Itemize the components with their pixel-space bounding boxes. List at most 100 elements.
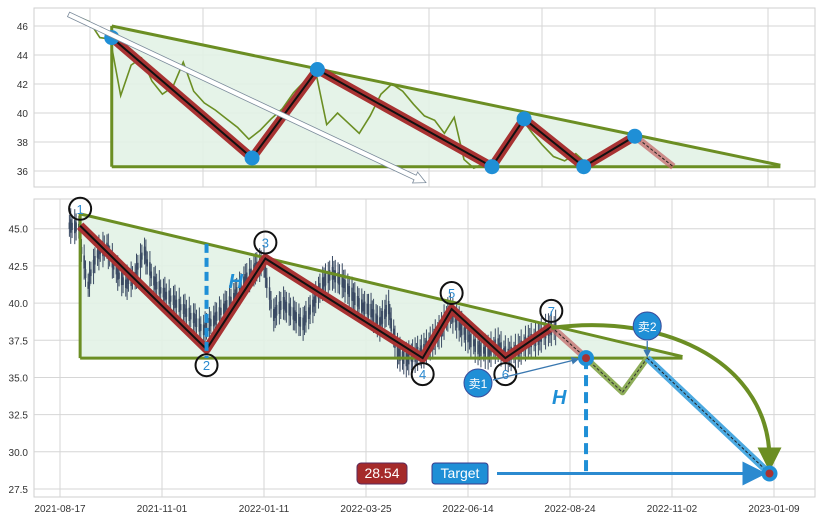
pivot-dot	[516, 111, 532, 127]
candle-body	[195, 318, 198, 328]
candle-body	[120, 271, 123, 286]
candle-body	[208, 317, 211, 332]
candle-body	[94, 256, 96, 265]
x-tick-label: 2022-06-14	[442, 504, 494, 515]
candle-body	[362, 302, 365, 312]
candle-body	[351, 287, 353, 301]
candle-body	[275, 304, 278, 316]
candle-body	[154, 276, 157, 290]
candle-body	[348, 286, 351, 297]
candle-body	[235, 287, 238, 297]
candle-body	[389, 312, 391, 321]
projection-arc	[551, 323, 782, 472]
candle-body	[293, 310, 296, 321]
candle-body	[194, 314, 196, 327]
pivot-label: 7	[548, 304, 555, 319]
candle-body	[149, 262, 151, 276]
candle-body	[309, 304, 311, 315]
candle-body	[284, 299, 286, 311]
candle-body	[205, 321, 208, 331]
candle-body	[162, 287, 165, 298]
candle-body	[198, 318, 201, 332]
candle-body	[230, 296, 232, 305]
candle-body	[270, 299, 272, 309]
candle-body	[354, 292, 356, 306]
candle-body	[75, 222, 77, 232]
candle-body	[224, 300, 227, 313]
y-tick-label: 38	[17, 138, 29, 149]
x-tick-label: 2021-08-17	[34, 504, 86, 515]
candle-body	[174, 295, 176, 309]
candle-body	[467, 329, 469, 343]
pivot-marker	[68, 196, 93, 221]
candle-body	[399, 347, 401, 361]
candle-body	[90, 269, 92, 277]
candle-body	[356, 296, 359, 307]
candle-body	[313, 296, 316, 307]
pivot-marker	[194, 353, 219, 378]
sell2-label: 卖2	[638, 320, 657, 334]
candle-body	[98, 245, 100, 260]
candle-body	[83, 255, 85, 269]
candle-body	[328, 270, 331, 281]
candle-body	[288, 303, 290, 316]
pivot-label: 4	[419, 367, 426, 382]
sell1-label: 卖1	[469, 377, 488, 391]
pivot-label: 2	[203, 358, 210, 373]
candle-body	[384, 309, 386, 319]
bottom-panel: 27.5 30.0 32.5 35.0 37.5 40.0 42.5 45.0 2021-08-…	[9, 196, 816, 515]
candle-body	[115, 266, 118, 275]
candle-body	[303, 315, 306, 326]
candle-body	[397, 348, 400, 357]
pivot-label: 5	[448, 286, 455, 301]
candle-body	[69, 219, 72, 233]
candle-body	[458, 317, 460, 331]
candle-body	[165, 291, 168, 300]
candle-body	[184, 304, 186, 318]
candle-body	[392, 328, 395, 339]
candle-body	[122, 277, 124, 285]
candle-body	[218, 307, 221, 321]
target-dot-core	[765, 469, 774, 478]
candle-body	[298, 313, 300, 326]
candle-body	[240, 281, 242, 290]
y-tick-label: 45.0	[9, 225, 29, 236]
candle-body	[234, 289, 237, 302]
sell2-marker	[632, 311, 662, 341]
candle-body	[268, 287, 271, 300]
candle-body	[71, 222, 73, 230]
candle-body	[372, 309, 375, 323]
candle-body	[279, 300, 282, 311]
candle-body	[172, 295, 175, 306]
candle-body	[135, 264, 138, 278]
candle-body	[390, 318, 392, 332]
pivot-marker	[539, 298, 564, 323]
candle-body	[68, 222, 71, 230]
pivot-dot	[484, 159, 500, 175]
candle-body	[299, 316, 302, 327]
candle-body	[321, 277, 324, 291]
pivot-label: 6	[502, 367, 509, 382]
candle-body	[175, 299, 178, 308]
y-tick-label: 37.5	[9, 336, 29, 347]
candle-body	[337, 272, 339, 284]
candle-body	[185, 308, 188, 317]
pullback-path-dash	[585, 357, 648, 394]
candle-body	[381, 310, 384, 324]
candle-body	[307, 307, 310, 320]
candle-body	[169, 295, 172, 302]
candle-body	[474, 338, 476, 352]
target-path-dash	[646, 357, 770, 474]
candle-body	[146, 259, 149, 267]
pivot-marker	[439, 281, 464, 306]
candle-body	[302, 317, 304, 331]
candle-body	[370, 303, 372, 318]
trend-arrow	[66, 11, 427, 184]
candle-body	[352, 292, 355, 302]
candle-body	[145, 250, 147, 264]
y-tick-label: 36	[17, 167, 29, 178]
projected-segment-dash	[634, 135, 674, 168]
candle-body	[244, 274, 247, 286]
candle-body	[401, 351, 404, 361]
y-tick-label: 40.0	[9, 299, 29, 310]
